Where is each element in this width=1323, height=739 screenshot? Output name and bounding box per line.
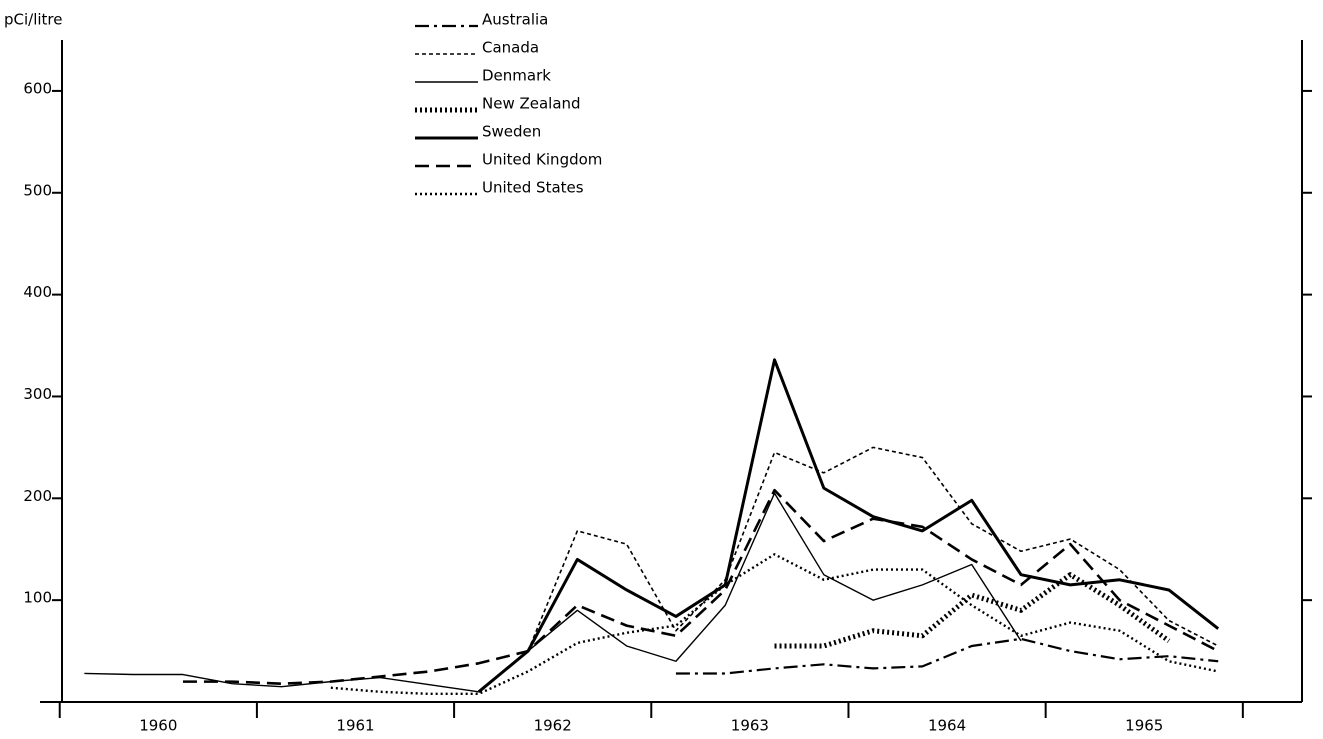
legend-label: United Kingdom [482, 151, 602, 169]
x-tick-label: 1965 [1125, 717, 1163, 735]
legend-label: Denmark [482, 67, 551, 85]
series-line [330, 553, 1219, 696]
legend-label: Australia [482, 11, 548, 29]
series-line [527, 446, 1219, 652]
legend-label: New Zealand [482, 95, 581, 113]
legend-label: Sweden [482, 123, 541, 141]
y-tick-label: 500 [23, 181, 52, 199]
series-line [774, 572, 1171, 649]
y-tick-label: 100 [23, 589, 52, 607]
series-line [675, 637, 1219, 675]
series-line [182, 488, 1219, 685]
y-tick-label: 600 [23, 79, 52, 97]
y-tick-label: 300 [23, 385, 52, 403]
x-tick-label: 1962 [534, 717, 572, 735]
x-tick-label: 1963 [731, 717, 769, 735]
y-tick-label: 400 [23, 283, 52, 301]
x-tick-label: 1964 [928, 717, 966, 735]
y-axis-label: pCi/litre [4, 11, 63, 29]
series-line [477, 358, 1220, 693]
legend-label: Canada [482, 39, 539, 57]
x-tick-label: 1960 [139, 717, 177, 735]
x-tick-label: 1961 [336, 717, 374, 735]
legend-label: United States [482, 179, 584, 197]
series-line [84, 492, 1022, 693]
y-tick-label: 200 [23, 487, 52, 505]
